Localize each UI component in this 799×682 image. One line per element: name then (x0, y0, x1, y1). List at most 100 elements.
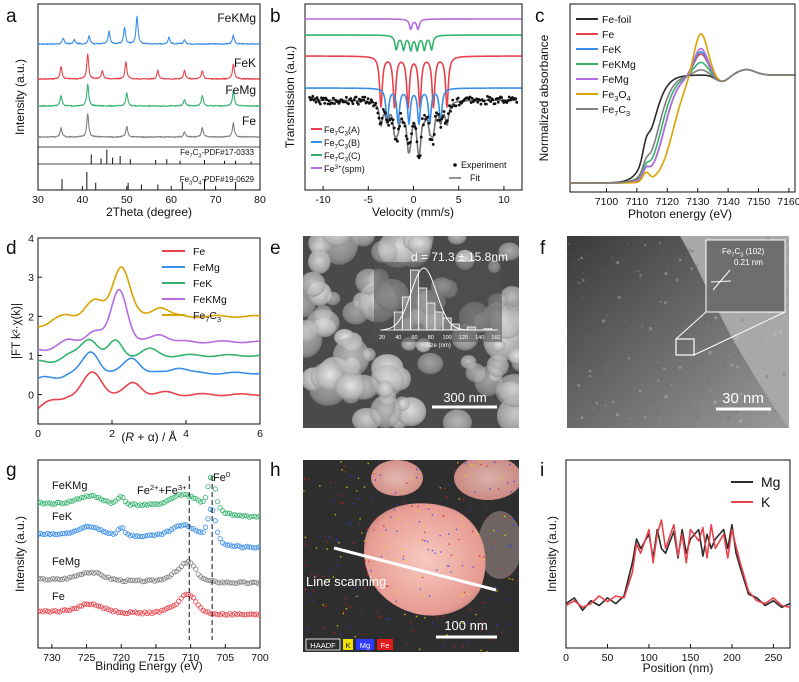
xps-point (164, 498, 170, 504)
experiment-point (438, 118, 442, 122)
xps-point (100, 498, 107, 504)
text-part: C (618, 104, 626, 116)
xps-point (130, 577, 136, 583)
xps-point (100, 573, 107, 580)
noise-dot (584, 254, 587, 257)
panel-e: d = 71.3 ± 15.8nm 20 40 60 80 100 120 140 160 Siz… (303, 236, 519, 428)
experiment-point (448, 104, 451, 108)
text-part: 3 (626, 109, 630, 118)
noise-dot (690, 267, 694, 271)
map-legend-label: K (345, 641, 350, 650)
xps-point (159, 500, 165, 506)
xps-point (249, 544, 255, 550)
xps-point (151, 609, 158, 615)
xps-point (64, 607, 70, 613)
xps-point (52, 608, 58, 614)
particle (507, 347, 519, 365)
element-dot (447, 483, 450, 486)
experiment-point (486, 94, 489, 98)
xps-point (256, 513, 260, 520)
exafs-curve (38, 288, 260, 352)
xps-point (154, 531, 160, 537)
noise-dot (612, 422, 616, 426)
particle (478, 511, 519, 579)
text-part: 7 (335, 131, 339, 138)
legend-label: Fe7C3(C) (324, 151, 361, 164)
lattice-fringe (790, 240, 799, 312)
element-dot (344, 603, 347, 606)
inset-tick-label: 20 (379, 335, 385, 341)
xps-point (200, 498, 206, 505)
xps-point (251, 612, 257, 618)
element-dot (363, 587, 366, 589)
element-dot (303, 490, 305, 492)
text-part: Fe (213, 472, 226, 484)
xps-point (253, 580, 260, 586)
noise-dot (773, 409, 777, 413)
noise-dot (766, 340, 769, 343)
text-part: 7 (335, 157, 339, 164)
noise-dot (611, 406, 614, 409)
experiment-point (415, 140, 419, 144)
element-dot (338, 541, 340, 544)
element-dot (310, 573, 313, 576)
element-dot (421, 538, 424, 541)
x-axis-label: Binding Energy (eV) (95, 659, 202, 673)
exafs-curve (38, 338, 260, 364)
xps-point (224, 510, 230, 516)
experiment-point (380, 116, 384, 120)
xps-point (251, 545, 257, 551)
xps-point (91, 524, 97, 531)
experiment-point (441, 115, 445, 118)
particle (498, 242, 519, 261)
element-dot (448, 533, 450, 535)
element-dot (431, 514, 434, 516)
experiment-point (426, 115, 430, 119)
element-dot (336, 625, 339, 627)
noise-dot (657, 379, 660, 382)
element-dot (448, 565, 450, 568)
legend-label: Fe-foil (602, 14, 631, 26)
xps-point (103, 529, 109, 535)
x-tick-label: 720 (112, 652, 130, 664)
element-dot (326, 541, 328, 543)
noise-dot (604, 404, 607, 407)
element-dot (343, 465, 346, 468)
element-dot (467, 622, 469, 624)
xps-point (181, 561, 187, 567)
element-dot (346, 486, 348, 489)
element-dot (444, 487, 446, 490)
text-part: 3 (217, 315, 221, 324)
text-part: (spm) (342, 164, 365, 174)
text-part: Fe (180, 148, 190, 157)
element-dot (363, 486, 366, 488)
element-dot (367, 462, 369, 465)
experiment-point (479, 102, 483, 106)
x-tick-label: 705 (217, 652, 235, 664)
element-dot (458, 538, 460, 541)
noise-dot (592, 386, 595, 389)
legend-label: Mg (761, 474, 780, 490)
xps-point (93, 569, 99, 575)
element-dot (488, 631, 491, 634)
xps-point (108, 576, 114, 582)
histogram-bar (418, 287, 428, 331)
experiment-point (325, 98, 329, 102)
histogram-bar (426, 302, 436, 331)
experiment-point (330, 101, 334, 105)
element-dot (388, 618, 391, 621)
element-dot (377, 610, 379, 613)
x-tick-label: 700 (251, 652, 269, 664)
xps-point (113, 530, 119, 536)
xps-point (42, 531, 48, 538)
element-dot (371, 497, 374, 500)
xps-point (249, 579, 255, 585)
plot-area (38, 474, 260, 618)
experiment-point (475, 97, 479, 101)
element-dot (409, 611, 412, 614)
text-part: Fe (324, 138, 335, 148)
element-dot (304, 588, 307, 591)
xps-point (232, 580, 238, 586)
xanes-curve (570, 68, 795, 184)
